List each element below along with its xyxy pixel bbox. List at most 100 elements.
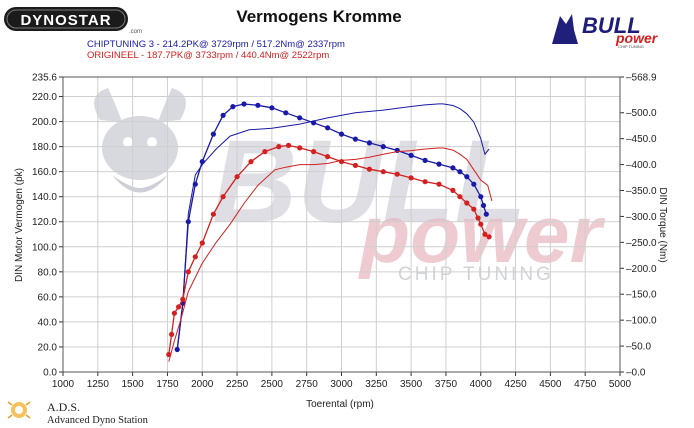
power-point-series-0 xyxy=(380,144,386,150)
power-line-series-1 xyxy=(168,144,490,355)
x-tick-label: 2000 xyxy=(191,379,214,390)
x-tick-label: 2500 xyxy=(261,379,284,390)
x-tick-label: 1250 xyxy=(87,379,110,390)
y2-tick-label: –250.0 xyxy=(626,238,657,249)
x-tick-label: 2250 xyxy=(226,379,249,390)
x-tick-label: 3250 xyxy=(365,379,388,390)
ads-abbr: A.D.S. xyxy=(47,400,80,414)
y2-tick-label: –150.0 xyxy=(626,290,657,301)
power-point-series-1 xyxy=(457,194,463,200)
plot-frame xyxy=(62,76,621,373)
power-point-series-0 xyxy=(457,169,463,175)
power-point-series-1 xyxy=(422,179,428,185)
power-point-series-1 xyxy=(248,159,254,165)
power-point-series-1 xyxy=(234,174,240,180)
x-tick-label: 4000 xyxy=(470,379,493,390)
y-tick-label: 235.6 xyxy=(32,73,57,84)
y2-tick-label: –350.0 xyxy=(626,186,657,197)
power-point-series-0 xyxy=(269,105,275,111)
bull-logo-text: BULL xyxy=(582,13,641,38)
power-point-series-1 xyxy=(210,211,216,217)
power-point-series-1 xyxy=(220,194,226,200)
power-point-series-0 xyxy=(311,120,317,126)
power-point-series-0 xyxy=(174,346,180,353)
power-point-series-0 xyxy=(408,152,414,158)
ads-sun-icon xyxy=(7,401,31,419)
x-tick-label: 1000 xyxy=(52,379,75,390)
dynostar-logo: DYNOSTAR .com xyxy=(4,7,142,35)
legend-origineel: ORIGINEEL - 187.7PK@ 3733rpm / 440.4Nm@ … xyxy=(87,50,329,61)
power-point-series-1 xyxy=(286,142,292,148)
x-tick-label: 2750 xyxy=(296,379,319,390)
y2-tick-label: –50.0 xyxy=(626,342,651,353)
power-point-series-1 xyxy=(352,162,358,168)
power-point-series-0 xyxy=(297,115,303,121)
power-point-series-1 xyxy=(464,200,470,206)
power-point-series-1 xyxy=(325,154,331,160)
y2-tick-label: –100.0 xyxy=(626,316,657,327)
power-point-series-0 xyxy=(192,181,198,187)
power-point-series-0 xyxy=(241,101,247,107)
power-point-series-1 xyxy=(176,304,182,310)
y-tick-label: 140.0 xyxy=(32,192,57,203)
dynostar-logo-suffix: .com xyxy=(129,29,142,35)
y-tick-label: 80.0 xyxy=(38,267,58,278)
bull-head-watermark-icon xyxy=(94,88,186,193)
power-point-series-1 xyxy=(408,175,414,181)
power-point-series-1 xyxy=(475,215,481,221)
y-tick-label: 200.0 xyxy=(32,117,57,128)
x-tick-label: 1500 xyxy=(122,379,145,390)
power-point-series-0 xyxy=(283,110,289,116)
chip-tuning-logo-text: CHIP TUNING xyxy=(618,44,644,49)
watermark-chip-tuning: CHIP TUNING xyxy=(398,264,554,285)
power-point-series-1 xyxy=(171,310,177,316)
bull-logo-icon xyxy=(552,14,578,44)
power-point-series-0 xyxy=(185,219,191,225)
power-point-series-1 xyxy=(482,231,488,237)
y2-tick-label: –450.0 xyxy=(626,134,657,145)
power-point-series-1 xyxy=(199,240,205,246)
power-point-series-1 xyxy=(471,206,477,212)
power-point-series-0 xyxy=(480,202,487,209)
power-point-series-1 xyxy=(166,351,172,358)
power-point-series-1 xyxy=(380,169,386,175)
y2-tick-label: –500.0 xyxy=(626,108,657,119)
power-point-series-0 xyxy=(325,125,331,131)
legend-chiptuning: CHIPTUNING 3 - 214.2PK@ 3729rpm / 517.2N… xyxy=(87,39,345,50)
power-point-series-1 xyxy=(262,149,268,155)
power-point-series-0 xyxy=(352,136,358,142)
power-point-series-0 xyxy=(471,181,477,187)
power-point-series-1 xyxy=(169,331,175,337)
power-point-series-1 xyxy=(436,181,442,187)
y-tick-label: 20.0 xyxy=(38,342,58,353)
watermark: BULL power CHIP TUNING xyxy=(94,88,606,285)
power-point-series-0 xyxy=(436,161,442,167)
x-tick-label: 3000 xyxy=(330,379,353,390)
power-point-series-1 xyxy=(478,221,484,227)
x-tick-label: 3500 xyxy=(400,379,423,390)
y2-tick-label: –200.0 xyxy=(626,264,657,275)
power-point-series-0 xyxy=(483,211,489,217)
bull-power-logo: BULL power CHIP TUNING xyxy=(552,13,659,49)
power-point-series-0 xyxy=(366,140,372,146)
power-point-series-0 xyxy=(464,174,470,180)
power-point-series-0 xyxy=(199,159,205,165)
y-tick-label: 0.0 xyxy=(43,368,57,379)
y-tick-label: 40.0 xyxy=(38,317,58,328)
x-tick-label: 1750 xyxy=(156,379,179,390)
power-logo-text: power xyxy=(615,30,659,46)
x-tick-label: 4250 xyxy=(504,379,527,390)
power-point-series-0 xyxy=(255,102,261,108)
power-point-series-1 xyxy=(276,144,282,150)
y-tick-label: 180.0 xyxy=(32,142,57,153)
y-tick-label: 160.0 xyxy=(32,167,57,178)
x-tick-label: 3750 xyxy=(435,379,458,390)
power-point-series-1 xyxy=(192,254,198,260)
power-point-series-1 xyxy=(338,159,345,165)
ads-footer: A.D.S. Advanced Dyno Station xyxy=(7,400,149,426)
y-tick-label: 100.0 xyxy=(32,242,57,253)
y-tick-label: 220.0 xyxy=(32,92,57,103)
power-point-series-0 xyxy=(478,194,484,200)
axes: 1000 1250 1500 1750 2000 2250 2500 2750 3000 3250… xyxy=(32,73,657,391)
